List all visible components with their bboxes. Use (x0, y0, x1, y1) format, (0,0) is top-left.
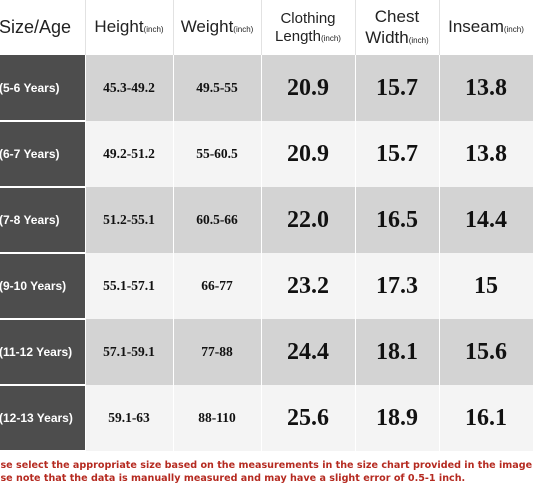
table-row: (11-12 Years) 57.1-59.1 77-88 24.4 18.1 … (0, 319, 533, 386)
chest-cell: 17.3 (355, 253, 440, 319)
table-row: (7-8 Years) 51.2-55.1 60.5-66 22.0 16.5 … (0, 187, 533, 254)
header-height: Height(inch) (85, 0, 174, 55)
chest-cell: 15.7 (355, 121, 440, 187)
chest-cell: 16.5 (355, 187, 440, 253)
height-cell: 49.2-51.2 (85, 121, 174, 187)
length-cell: 25.6 (261, 385, 356, 451)
header-chest-line2: Width (365, 27, 409, 47)
table-row: (5-6 Years) 45.3-49.2 49.5-55 20.9 15.7 … (0, 55, 533, 122)
height-cell: 57.1-59.1 (85, 319, 174, 385)
weight-cell: 49.5-55 (173, 55, 262, 121)
size-table: Size/Age Height(inch) Weight(inch) Cloth… (0, 0, 533, 452)
header-length-line2: Length (275, 27, 321, 45)
header-row: Size/Age Height(inch) Weight(inch) Cloth… (0, 0, 533, 55)
header-size-label: Size/Age (0, 16, 72, 37)
header-inseam-unit: (inch) (503, 25, 524, 35)
chest-cell: 18.1 (355, 319, 440, 385)
header-weight: Weight(inch) (173, 0, 262, 55)
header-length: Clothing Length(inch) (261, 0, 356, 55)
header-weight-unit: (inch) (233, 25, 254, 35)
size-cell: (5-6 Years) (0, 55, 86, 122)
chest-cell: 15.7 (355, 55, 440, 121)
height-cell: 51.2-55.1 (85, 187, 174, 253)
header-inseam: Inseam(inch) (439, 0, 533, 55)
table-row: (12-13 Years) 59.1-63 88-110 25.6 18.9 1… (0, 385, 533, 452)
height-cell: 59.1-63 (85, 385, 174, 451)
length-cell: 22.0 (261, 187, 356, 253)
size-cell: (11-12 Years) (0, 319, 86, 386)
size-notes: ase select the appropriate size based on… (0, 459, 533, 485)
header-inseam-label: Inseam (448, 17, 504, 37)
header-chest-line1: Chest (374, 7, 420, 27)
length-cell: 23.2 (261, 253, 356, 319)
note-select-size: ase select the appropriate size based on… (0, 460, 533, 471)
weight-cell: 88-110 (173, 385, 262, 451)
length-cell: 20.9 (261, 121, 356, 187)
inseam-cell: 13.8 (439, 55, 533, 121)
size-cell: (9-10 Years) (0, 253, 86, 320)
table-row: (6-7 Years) 49.2-51.2 55-60.5 20.9 15.7 … (0, 121, 533, 188)
height-cell: 45.3-49.2 (85, 55, 174, 121)
header-height-label: Height (94, 17, 144, 37)
header-chest-unit: (inch) (408, 35, 429, 45)
inseam-cell: 15.6 (439, 319, 533, 385)
header-size: Size/Age (0, 0, 86, 55)
size-cell: (12-13 Years) (0, 385, 86, 452)
inseam-cell: 15 (439, 253, 533, 319)
size-cell: (7-8 Years) (0, 187, 86, 254)
height-cell: 55.1-57.1 (85, 253, 174, 319)
note-measurement-error: ase note that the data is manually measu… (0, 473, 466, 484)
header-chest: Chest Width(inch) (355, 0, 440, 55)
chest-cell: 18.9 (355, 385, 440, 451)
length-cell: 20.9 (261, 55, 356, 121)
weight-cell: 77-88 (173, 319, 262, 385)
length-cell: 24.4 (261, 319, 356, 385)
inseam-cell: 14.4 (439, 187, 533, 253)
header-height-unit: (inch) (143, 25, 164, 35)
inseam-cell: 13.8 (439, 121, 533, 187)
inseam-cell: 16.1 (439, 385, 533, 451)
header-length-unit: (inch) (320, 33, 341, 43)
table-row: (9-10 Years) 55.1-57.1 66-77 23.2 17.3 1… (0, 253, 533, 320)
size-cell: (6-7 Years) (0, 121, 86, 188)
weight-cell: 60.5-66 (173, 187, 262, 253)
weight-cell: 66-77 (173, 253, 262, 319)
weight-cell: 55-60.5 (173, 121, 262, 187)
header-length-line1: Clothing (280, 9, 336, 27)
header-weight-label: Weight (180, 17, 234, 37)
